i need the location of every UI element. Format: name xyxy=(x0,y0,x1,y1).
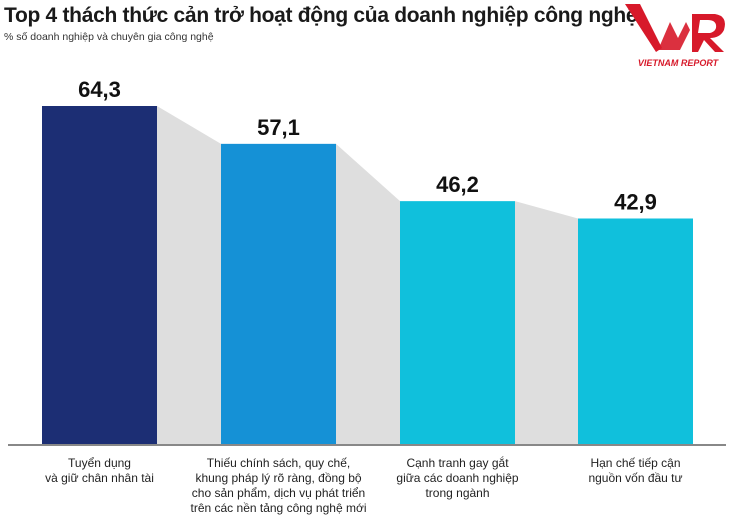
value-label-1: 64,3 xyxy=(78,77,121,102)
connector-1 xyxy=(157,106,221,444)
connector-2 xyxy=(336,143,400,444)
value-label-4: 42,9 xyxy=(614,189,657,214)
bar-2 xyxy=(221,143,336,444)
vietnam-report-logo: VIETNAM REPORT xyxy=(625,4,725,68)
chart-subtitle: % số doanh nghiệp và chuyên gia công ngh… xyxy=(4,31,214,43)
logo-caption: VIETNAM REPORT xyxy=(638,58,720,68)
value-label-3: 46,2 xyxy=(436,172,479,197)
category-label-3: Cạnh tranh gay gắt giữa các doanh nghiệp t… xyxy=(396,455,518,500)
value-label-2: 57,1 xyxy=(257,115,300,140)
bar-3 xyxy=(400,201,515,444)
bar-4 xyxy=(578,218,693,444)
category-label-4: Hạn chế tiếp cận nguồn vốn đầu tư xyxy=(588,456,682,485)
connector-3 xyxy=(515,201,578,444)
category-label-2: Thiếu chính sách, quy chế, khung pháp lý … xyxy=(191,456,367,515)
chart-title: Top 4 thách thức cản trở hoạt động của d… xyxy=(4,4,638,27)
bar-1 xyxy=(42,106,157,444)
category-label-1: Tuyển dụng và giữ chân nhân tài xyxy=(45,456,154,485)
